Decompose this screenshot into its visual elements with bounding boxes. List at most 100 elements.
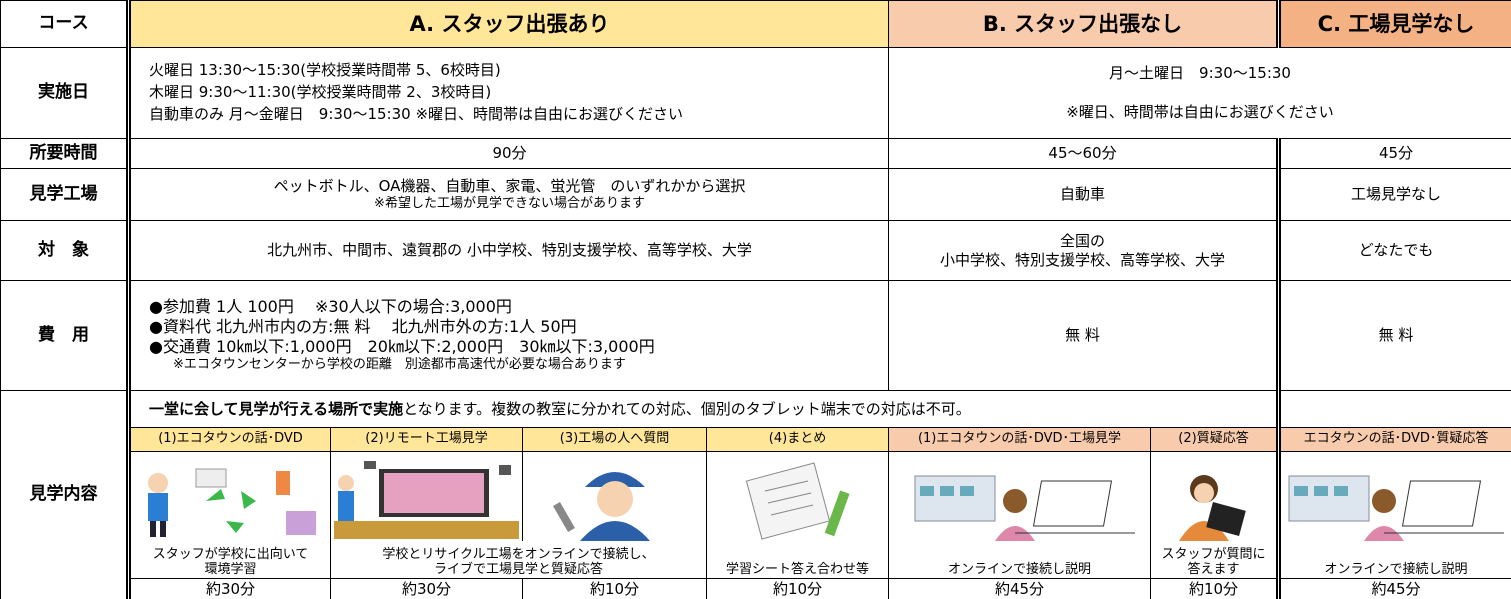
- cell: [1276, 451, 1511, 541]
- line: 答えます: [1187, 562, 1240, 578]
- illustration: [147, 468, 316, 537]
- cell: どなたでも: [1276, 220, 1511, 281]
- cell: 月～土曜日 9:30～15:30 ※曜日、時間帯は自由にお選びください: [887, 47, 1511, 139]
- shape: [914, 475, 995, 521]
- row-label: 実施日: [0, 47, 129, 139]
- time: 約10分: [522, 578, 707, 599]
- shape: [767, 492, 811, 503]
- line: 火曜日 13:30～15:30(学校授業時間帯 5、6校時目): [149, 61, 501, 80]
- shape: 見学内容 一堂に会して見学が行える場所で実施となります。複数の教室に分かれての対…: [0, 390, 1511, 599]
- cell: 火曜日 13:30～15:30(学校授業時間帯 5、6校時目) 木曜日 9:30～…: [126, 47, 889, 139]
- shape: [1401, 480, 1481, 526]
- step: (4)まとめ: [706, 427, 889, 452]
- time: 約30分: [330, 578, 523, 599]
- line: 全国の: [1060, 231, 1106, 250]
- shape: コース A. スタッフ出張あり B. スタッフ出張なし C. 工場見学なし: [0, 0, 1511, 48]
- line: 学校とリサイクル工場をオンラインで接続し、: [382, 547, 655, 563]
- shape: [1193, 482, 1214, 503]
- time: 約45分: [888, 578, 1151, 599]
- cell: [330, 451, 523, 541]
- shape: [919, 485, 934, 496]
- shape: 対 象 北九州市、中間市、遠賀郡の 小中学校、特別支援学校、高等学校、大学 全国…: [0, 220, 1511, 281]
- shape: [764, 480, 808, 491]
- caption: スタッフが学校に出向いて 環境学習: [126, 540, 331, 579]
- shape: [824, 489, 850, 536]
- line: スタッフが質問に: [1161, 547, 1266, 563]
- step: (2)質疑応答: [1149, 427, 1280, 452]
- line: ●資料代 北九州市内の方:無 料 北九州市外の方:1人 50円: [149, 317, 577, 337]
- cell: 北九州市、中間市、遠賀郡の 小中学校、特別支援学校、高等学校、大学: [126, 220, 889, 281]
- cell: 一堂に会して見学が行える場所で実施となります。複数の教室に分かれての対応、個別の…: [125, 390, 1280, 428]
- shape: 約30分 約30分 約10分 約10分 約45分 約10分 約45分: [1, 578, 1511, 599]
- shape: [338, 490, 354, 521]
- shape: 見学工場 ペットボトル、OA機器、自動車、家電、蛍光管 のいずれかから選択 ※希望…: [0, 168, 1511, 221]
- line: 学習シート答え合わせ等: [725, 562, 869, 578]
- line: 環境学習: [204, 562, 257, 578]
- caption: オンラインで接続し説明: [1276, 540, 1511, 579]
- line: ペットボトル、OA機器、自動車、家電、蛍光管 のいずれかから選択: [273, 177, 746, 195]
- cell: 全国の 小中学校、特別支援学校、高等学校、大学: [887, 220, 1280, 281]
- cell: 無 料: [887, 280, 1280, 391]
- cell: 工場見学なし: [1276, 168, 1511, 221]
- caption: 学習シート答え合わせ等: [706, 540, 889, 579]
- time: 約10分: [706, 578, 889, 599]
- caption: 学校とリサイクル工場をオンラインで接続し、 ライブで工場見学と質疑応答: [330, 540, 707, 579]
- shape: [338, 474, 354, 491]
- shape: [1313, 485, 1328, 496]
- row-label: 所要時間: [0, 138, 129, 169]
- cell: 90分: [126, 138, 889, 169]
- shape: [1371, 488, 1396, 513]
- caption: スタッフが質問に 答えます: [1149, 540, 1280, 579]
- illustration: [334, 460, 519, 539]
- course-label: コース: [0, 0, 129, 48]
- line: ※希望した工場が見学できない場合があります: [374, 195, 645, 211]
- shape: [364, 460, 376, 469]
- cell: [888, 451, 1151, 541]
- illustration: [745, 461, 850, 540]
- cell: 45分: [1276, 138, 1511, 169]
- shape: [205, 488, 256, 533]
- step: (1)エコタウンの話･DVD･工場見学: [888, 427, 1151, 452]
- line: ※エコタウンセンターから学校の距離 別途都市高速代が必要な場合あります: [173, 357, 626, 373]
- line: 自動車のみ 月～金曜日 9:30～15:30 ※曜日、時間帯は自由にお選びくださ…: [149, 104, 684, 123]
- time: 約30分: [126, 578, 331, 599]
- cell: ペットボトル、OA機器、自動車、家電、蛍光管 のいずれかから選択 ※希望した工場が…: [126, 168, 889, 221]
- shape: [285, 510, 316, 535]
- shape: [584, 471, 645, 487]
- shape: [1032, 480, 1112, 526]
- cell: [1276, 390, 1511, 428]
- shape: [745, 461, 830, 540]
- step: (1)エコタウンの話･DVD: [126, 427, 331, 452]
- step: (3)工場の人へ質問: [522, 427, 707, 452]
- shape: [275, 470, 290, 495]
- time: 約45分: [1276, 578, 1511, 599]
- cell: [1149, 451, 1280, 541]
- time: 約10分: [1149, 578, 1280, 599]
- course-a: A. スタッフ出張あり: [126, 0, 889, 48]
- shape: [1, 451, 1511, 541]
- shape: [770, 504, 813, 515]
- shape: [147, 492, 168, 521]
- shape: 所要時間 90分 45～60分 45分: [0, 138, 1511, 169]
- line: ●参加費 1人 100円 ※30人以下の場合:3,000円: [149, 297, 512, 317]
- shape: [959, 485, 974, 496]
- shape: [195, 468, 226, 487]
- shape: [149, 520, 156, 537]
- line: オンラインで接続し説明: [1324, 562, 1468, 578]
- cell: [126, 451, 331, 541]
- intro-bold: 一堂に会して見学が行える場所で実施: [149, 399, 404, 418]
- shape: [499, 464, 511, 475]
- shape: [159, 520, 166, 537]
- shape: [334, 520, 519, 539]
- shape: [596, 480, 633, 517]
- shape: 費 用 ●参加費 1人 100円 ※30人以下の場合:3,000円 ●資料代 北九…: [0, 280, 1511, 391]
- line: オンラインで接続し説明: [947, 562, 1091, 578]
- cell: 無 料: [1276, 280, 1511, 391]
- course-b: B. スタッフ出張なし: [887, 0, 1280, 48]
- illustration: [1288, 475, 1504, 541]
- line: ライブで工場見学と質疑応答: [433, 562, 603, 578]
